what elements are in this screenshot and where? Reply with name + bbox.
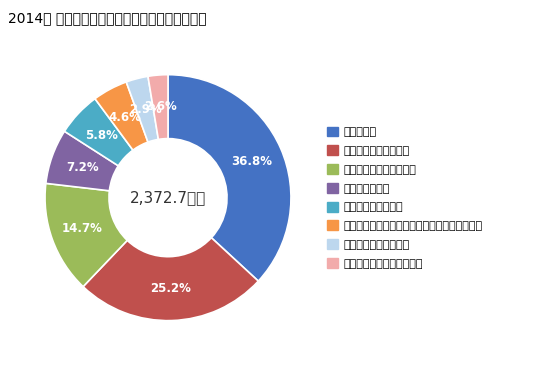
Text: 2,372.7億円: 2,372.7億円 [130, 190, 206, 205]
Wedge shape [45, 183, 127, 287]
Text: 2.9%: 2.9% [129, 103, 161, 116]
Wedge shape [83, 238, 258, 321]
Wedge shape [64, 99, 133, 166]
Text: 36.8%: 36.8% [231, 155, 272, 168]
Text: 14.7%: 14.7% [62, 222, 103, 235]
Text: 25.2%: 25.2% [151, 282, 192, 295]
Text: 2014年 その他の小売業の年間商品販売額の内訳: 2014年 その他の小売業の年間商品販売額の内訳 [8, 11, 207, 25]
Wedge shape [126, 76, 158, 142]
Text: 5.8%: 5.8% [85, 129, 118, 142]
Wedge shape [168, 75, 291, 281]
Wedge shape [46, 131, 118, 191]
Wedge shape [95, 82, 148, 150]
Text: 4.6%: 4.6% [109, 111, 142, 124]
Text: 7.2%: 7.2% [66, 161, 99, 173]
Text: 2.6%: 2.6% [144, 100, 177, 113]
Wedge shape [148, 75, 168, 139]
Legend: 燃料小売業, 医薬品・化粧品小売業, 他に分類されない小売業, 農耕用品小売業, 書籍・文房具小売業, スポーツ用品・がん具・娯楽用品・楽器小売業, 家具・建具: 燃料小売業, 医薬品・化粧品小売業, 他に分類されない小売業, 農耕用品小売業,… [327, 127, 483, 269]
